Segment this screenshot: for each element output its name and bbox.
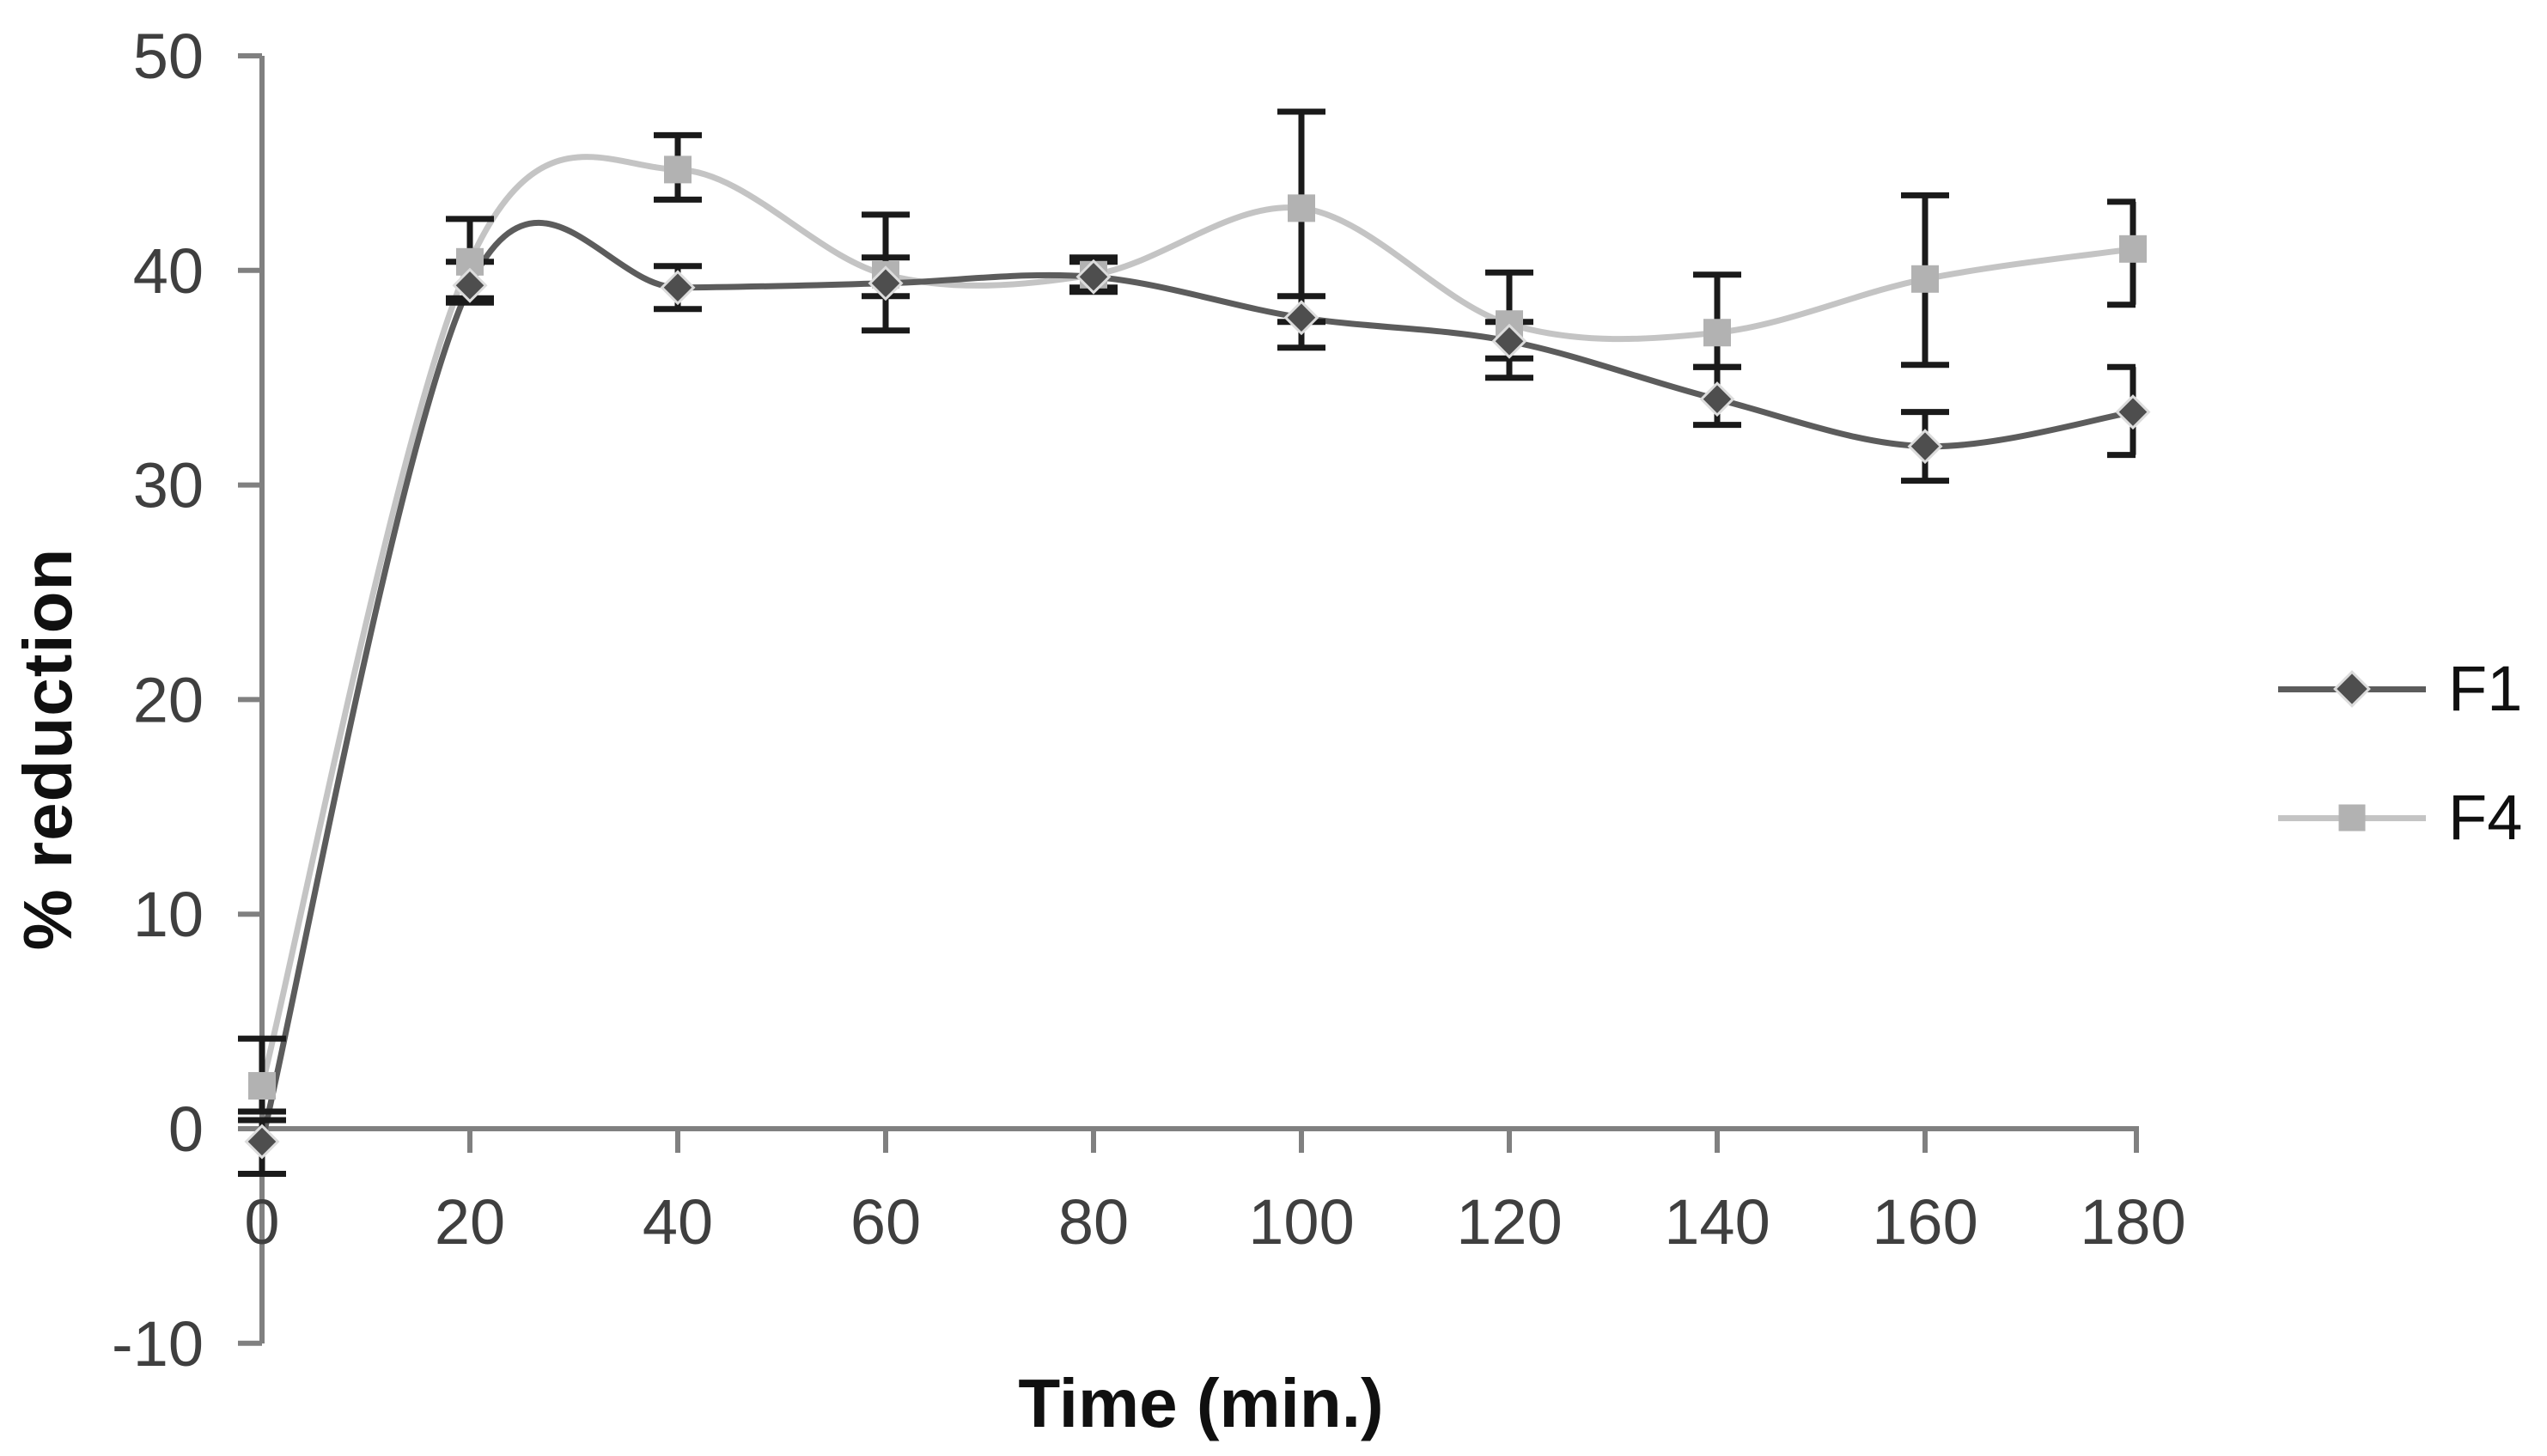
legend-line-f1 <box>2278 673 2426 704</box>
x-tick-label: 60 <box>850 1186 921 1258</box>
f4-square-marker-icon <box>664 155 692 184</box>
y-tick-label: -10 <box>112 1308 204 1380</box>
legend-label-f4: F4 <box>2448 782 2523 853</box>
y-tick-label: 10 <box>133 879 204 950</box>
y-tick-label: 40 <box>133 235 204 307</box>
series-f4-error-bars <box>238 108 2136 1115</box>
f1-diamond-marker-icon <box>1283 300 1319 336</box>
f1-diamond-marker-icon <box>868 265 904 302</box>
f1-diamond-marker-icon <box>660 270 696 306</box>
f1-diamond-marker-icon <box>1699 381 1735 417</box>
f4-square-marker-icon <box>1703 319 1731 347</box>
f1-diamond-marker-icon <box>1491 323 1527 359</box>
y-tick-label: 0 <box>168 1094 204 1165</box>
f4-square-marker-icon <box>248 1072 276 1100</box>
x-tick-label: 160 <box>1872 1186 1977 1258</box>
y-tick-label: 20 <box>133 664 204 735</box>
x-tick-label: 180 <box>2080 1186 2185 1258</box>
x-axis-title: Time (min.) <box>1018 1365 1384 1441</box>
series-f1-line <box>259 219 2136 1145</box>
y-tick-label: 50 <box>133 21 204 92</box>
series-f1-error-bars <box>238 254 2136 1177</box>
legend-line-f4 <box>2278 804 2426 832</box>
f4-square-marker-icon <box>1911 265 1939 293</box>
f1-diamond-marker-icon <box>244 1124 280 1160</box>
x-tick-label: 40 <box>643 1186 713 1258</box>
f1-diamond-marker-icon <box>452 267 488 303</box>
f4-square-marker-icon <box>1288 194 1315 222</box>
x-tick-label: 140 <box>1664 1186 1770 1258</box>
series-f1-markers <box>244 259 2151 1160</box>
x-tick-label: 100 <box>1248 1186 1354 1258</box>
f1-diamond-marker-icon <box>1907 429 1943 465</box>
legend-label-f1: F1 <box>2448 653 2523 724</box>
f4-square-marker-icon <box>2119 235 2147 263</box>
y-tick-label: 30 <box>133 450 204 521</box>
f1-diamond-marker-icon <box>1075 259 1112 295</box>
legend-item-f4: F4 <box>2278 775 2546 861</box>
x-tick-label: 0 <box>244 1186 279 1258</box>
legend-item-f1: F1 <box>2278 646 2546 732</box>
x-tick-label: 80 <box>1058 1186 1129 1258</box>
legend: F1 F4 <box>2278 646 2546 861</box>
x-tick-label: 20 <box>435 1186 505 1258</box>
f1-diamond-marker-icon <box>2337 673 2367 704</box>
y-axis-title: % reduction <box>9 547 86 951</box>
x-tick-label: 120 <box>1456 1186 1562 1258</box>
f1-diamond-marker-icon <box>2115 394 2151 430</box>
f4-square-marker-icon <box>2338 804 2366 832</box>
